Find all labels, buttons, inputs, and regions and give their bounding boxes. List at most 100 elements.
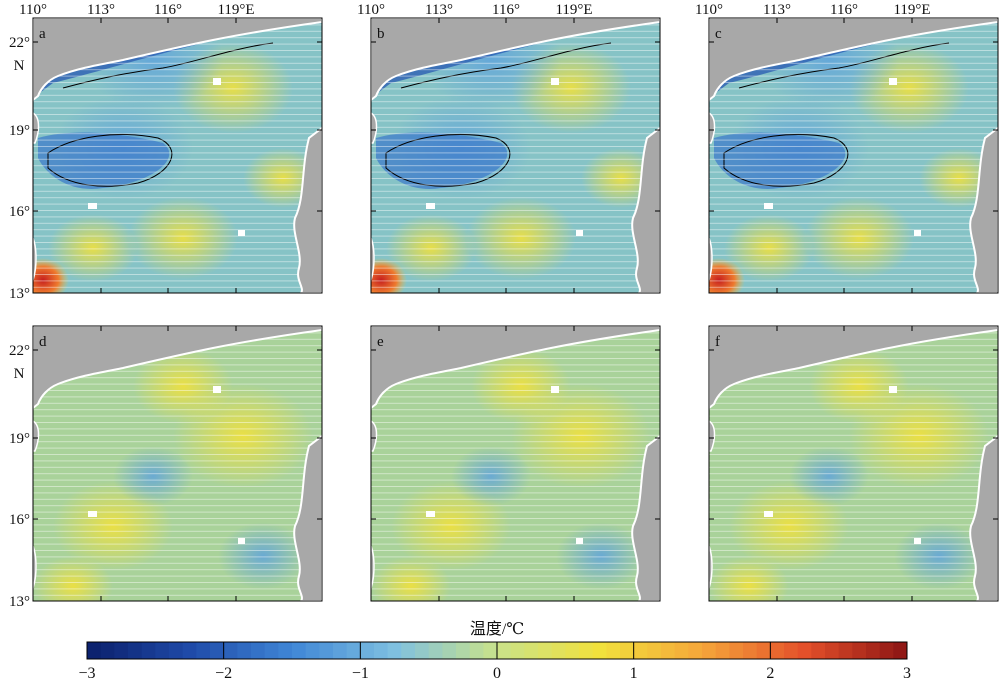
missing-data-patch [213,386,221,393]
missing-data-patch [914,538,921,544]
panel-frame [370,325,661,602]
colorbar-swatch [497,642,512,659]
colorbar-swatch [374,642,389,659]
colorbar-tick-label: 2 [766,665,774,682]
latitude-tick-label: 16° [9,512,30,528]
colorbar-swatch [264,642,279,659]
colorbar-swatch [825,642,840,659]
colorbar-swatch [852,642,867,659]
missing-data-patch [889,386,897,393]
colorbar-tick-label: 3 [903,665,911,682]
colorbar-swatch [729,642,744,659]
colorbar-swatch [579,642,594,659]
missing-data-patch [426,203,435,209]
colorbar-swatch [128,642,143,659]
colorbar-swatch [510,642,525,659]
colorbar-swatch [797,642,812,659]
panel-frame [32,17,323,294]
map-panel-a: a 110° 113° 116° 119°E 22° 19° 16° 13° N [9,2,323,302]
panel-frame [708,17,999,294]
colorbar-swatch [770,642,785,659]
colorbar-title: 温度/℃ [470,620,524,638]
latitude-tick-label: 16° [9,204,30,220]
panel-label: f [715,334,720,350]
land-luzon [969,126,998,293]
colorbar-swatch [456,642,471,659]
longitude-tick-label: 119°E [217,2,254,18]
colorbar-swatch [756,642,771,659]
colorbar-swatch [223,642,238,659]
colorbar-swatch [674,642,689,659]
missing-data-patch [238,230,245,236]
colorbar-swatch [784,642,799,659]
colorbar-swatch [715,642,730,659]
missing-data-patch [88,511,97,517]
panel-label: e [377,334,384,350]
colorbar-swatch [893,642,908,659]
colorbar-swatch [182,642,197,659]
colorbar-swatch [428,642,443,659]
panel-label: c [715,26,722,42]
missing-data-patch [551,386,559,393]
colorbar-swatch [387,642,402,659]
land-hainan [709,420,716,452]
land-hainan [709,112,716,144]
missing-data-patch [213,78,221,85]
colorbar-swatch [251,642,266,659]
colorbar-swatch [647,642,662,659]
missing-data-patch [426,511,435,517]
land-mainland [709,326,998,410]
colorbar-tick-label: −2 [215,665,232,682]
latitude-tick-label: 13° [9,286,30,302]
panel-label: b [377,26,385,42]
colorbar-swatch [469,642,484,659]
colorbar-swatch [743,642,758,659]
colorbar-swatch [346,642,361,659]
colorbar-swatch [401,642,416,659]
colorbar-swatch [442,642,457,659]
panel-label: a [39,26,46,42]
colorbar-swatch [524,642,539,659]
colorbar-swatch [196,642,211,659]
land-mainland [371,18,660,102]
map-panel-e: e [370,325,661,602]
map-panel-b: b 110° 113° 116° 119°E [357,2,661,294]
colorbar-swatch [114,642,129,659]
land-luzon [631,434,660,601]
colorbar-swatch [592,642,607,659]
missing-data-patch [88,203,97,209]
colorbar-tick-label: 0 [493,665,501,682]
land-mainland [33,326,322,410]
land-mainland [709,18,998,102]
longitude-tick-label: 113° [425,2,453,18]
land-mainland [371,326,660,410]
colorbar-swatch [333,642,348,659]
panel-frame [370,17,661,294]
colorbar-swatch [141,642,156,659]
colorbar-swatch [811,642,826,659]
longitude-tick-label: 116° [830,2,858,18]
missing-data-patch [576,230,583,236]
latitude-tick-label: 19° [9,123,30,139]
land-hainan [371,112,378,144]
colorbar-swatch [415,642,430,659]
colorbar-tick-label: −1 [352,665,369,682]
colorbar-swatch [866,642,881,659]
colorbar-swatch [210,642,225,659]
colorbar-swatch [292,642,307,659]
longitude-tick-label: 119°E [555,2,592,18]
latitude-unit-label: N [14,366,25,382]
colorbar-swatch [551,642,566,659]
colorbar: 温度/℃ −3 −2 −1 0 1 2 3 [78,620,911,682]
land-luzon [969,434,998,601]
colorbar-swatch [237,642,252,659]
missing-data-patch [764,203,773,209]
land-hainan [33,112,40,144]
latitude-tick-label: 13° [9,594,30,610]
colorbar-swatch [565,642,580,659]
colorbar-swatch [100,642,115,659]
colorbar-swatch [169,642,184,659]
colorbar-swatch [606,642,621,659]
land-luzon [293,434,322,601]
